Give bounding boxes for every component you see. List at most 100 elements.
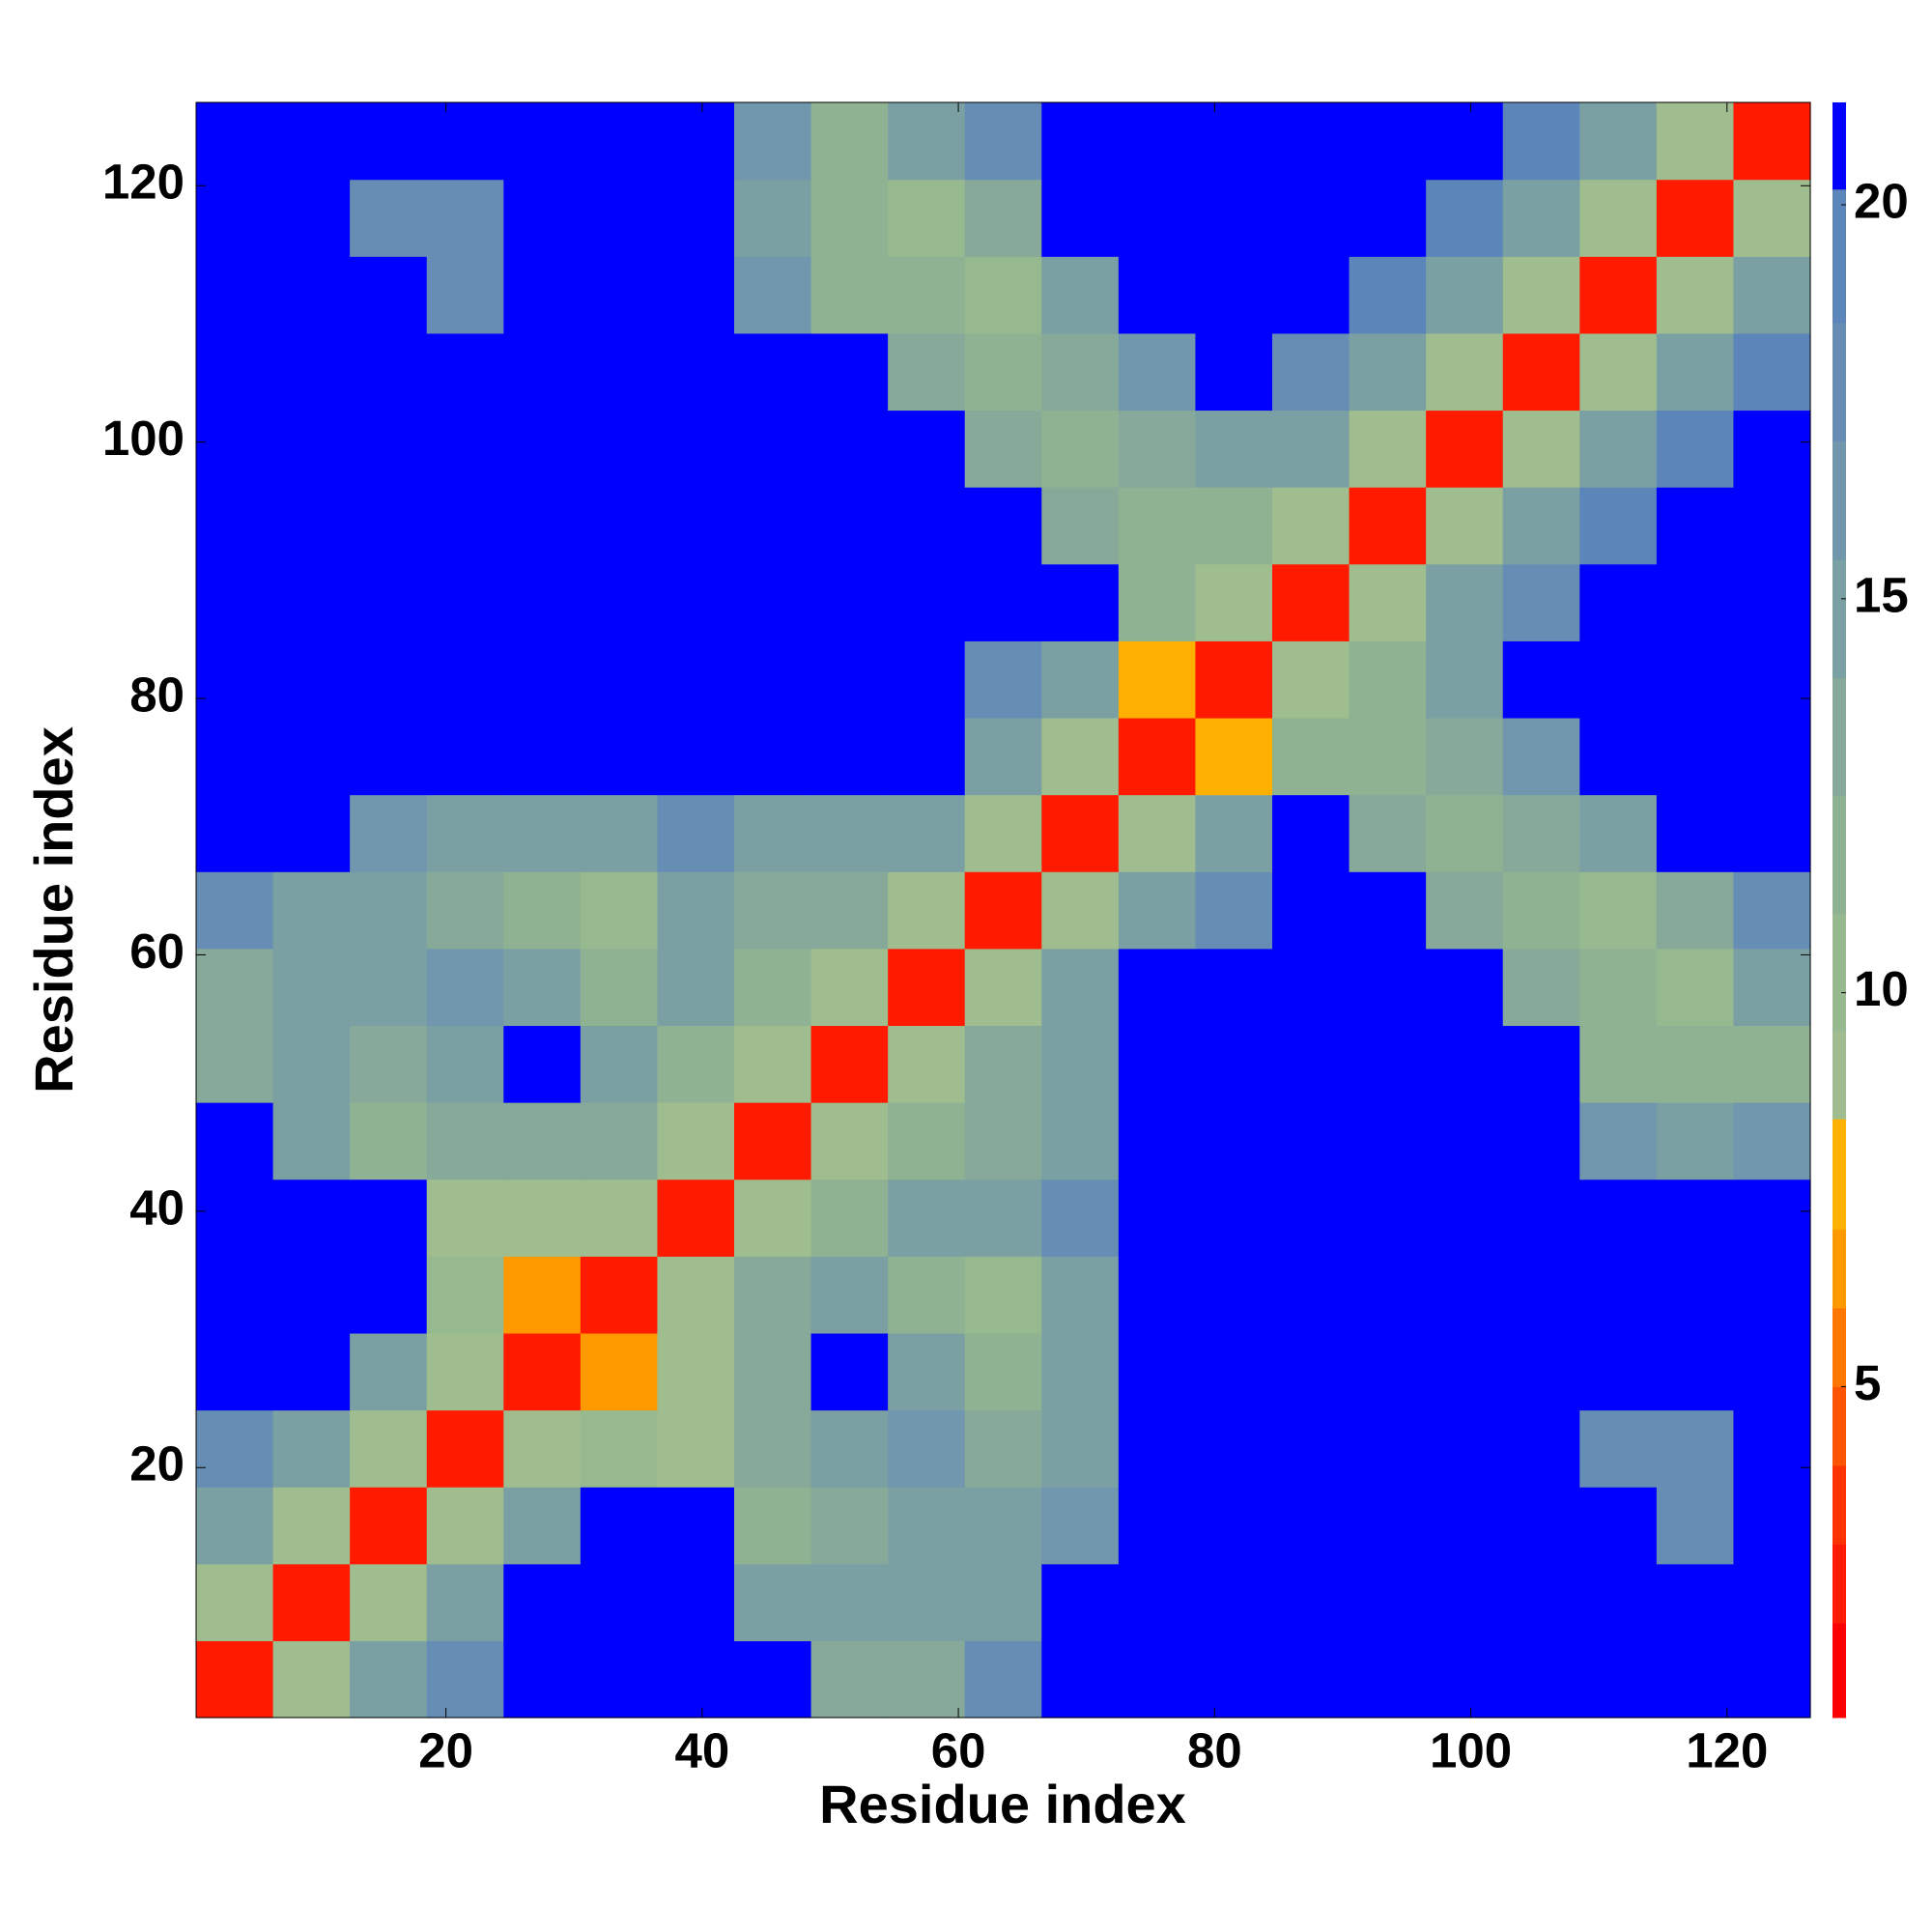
heatmap-cell xyxy=(1579,794,1658,872)
heatmap-cell xyxy=(503,1487,582,1565)
heatmap-cell xyxy=(734,1332,812,1411)
heatmap-cell xyxy=(810,717,889,796)
heatmap-cell xyxy=(1349,1487,1427,1565)
heatmap-cell xyxy=(1426,1332,1504,1411)
heatmap-cell xyxy=(350,1102,428,1180)
heatmap-cell xyxy=(350,794,428,872)
heatmap-cell xyxy=(1656,179,1735,257)
heatmap-cell xyxy=(1733,1179,1811,1257)
heatmap-cell xyxy=(426,1025,504,1103)
heatmap-cell xyxy=(657,179,735,257)
heatmap-cell xyxy=(810,1409,889,1488)
heatmap-cell xyxy=(1041,256,1120,334)
heatmap-cell xyxy=(657,1179,735,1257)
heatmap-cell xyxy=(580,332,659,412)
x-tick-label: 20 xyxy=(418,1722,473,1777)
heatmap-cell xyxy=(1349,102,1427,181)
heatmap-cell xyxy=(1502,1409,1580,1488)
heatmap-cell xyxy=(964,1025,1042,1103)
y-tick-label: 100 xyxy=(102,411,185,466)
heatmap-cell xyxy=(350,1487,428,1565)
heatmap-cell xyxy=(272,1256,351,1334)
heatmap-cell xyxy=(1426,487,1504,565)
heatmap-cell xyxy=(196,1179,274,1257)
heatmap-cell xyxy=(1118,102,1197,181)
heatmap-cell xyxy=(810,487,889,565)
heatmap-cell xyxy=(1118,1025,1197,1103)
heatmap-cell xyxy=(1733,1256,1811,1334)
heatmap-cell xyxy=(503,102,582,181)
heatmap-cell xyxy=(810,1025,889,1103)
heatmap-cell xyxy=(1195,410,1273,488)
heatmap-cell xyxy=(1118,1256,1197,1334)
heatmap-cell xyxy=(888,948,966,1027)
heatmap-cell xyxy=(734,871,812,950)
heatmap-cell xyxy=(1502,1179,1580,1257)
plot-frame xyxy=(195,101,1811,1719)
heatmap-cell xyxy=(1426,717,1504,796)
heatmap-cell xyxy=(503,1640,582,1719)
heatmap-cell xyxy=(196,179,274,257)
heatmap-cell xyxy=(1195,102,1273,181)
heatmap-cell xyxy=(888,717,966,796)
heatmap-cell xyxy=(580,563,659,641)
heatmap-cell xyxy=(1502,1487,1580,1565)
heatmap-cell xyxy=(734,410,812,488)
heatmap-cell xyxy=(1041,1487,1120,1565)
heatmap-cell xyxy=(1426,1025,1504,1103)
heatmap-cell xyxy=(888,1102,966,1180)
heatmap-cell xyxy=(1118,179,1197,257)
heatmap-cell xyxy=(1733,487,1811,565)
heatmap-cell xyxy=(503,256,582,334)
heatmap-cell xyxy=(1733,1487,1811,1565)
heatmap-cell xyxy=(657,1332,735,1411)
heatmap-cell xyxy=(196,563,274,641)
heatmap-cell xyxy=(734,1563,812,1641)
heatmap-cell xyxy=(1733,563,1811,641)
heatmap-cell xyxy=(1426,410,1504,488)
heatmap-cell xyxy=(1579,717,1658,796)
heatmap-cell xyxy=(1502,717,1580,796)
heatmap-cell xyxy=(1656,102,1735,181)
heatmap-cell xyxy=(503,1256,582,1334)
heatmap-cell xyxy=(1118,487,1197,565)
heatmap-cell xyxy=(196,1256,274,1334)
heatmap-cell xyxy=(196,102,274,181)
heatmap-cell xyxy=(580,1332,659,1411)
heatmap-cell xyxy=(350,487,428,565)
heatmap-cell xyxy=(734,256,812,334)
heatmap-cell xyxy=(1579,640,1658,719)
heatmap-cell xyxy=(1195,1179,1273,1257)
heatmap-cell xyxy=(1118,563,1197,641)
heatmap-cell xyxy=(1349,1563,1427,1641)
heatmap-cell xyxy=(1426,871,1504,950)
heatmap-cell xyxy=(196,794,274,872)
colorbar-segment xyxy=(1833,1229,1846,1309)
heatmap-cell xyxy=(1349,179,1427,257)
heatmap-cell xyxy=(350,1256,428,1334)
heatmap-cell xyxy=(1349,332,1427,412)
heatmap-cell xyxy=(580,1179,659,1257)
heatmap-cell xyxy=(1272,1179,1350,1257)
heatmap-cell xyxy=(272,563,351,641)
heatmap-cell xyxy=(1195,1563,1273,1641)
heatmap-cell xyxy=(350,948,428,1027)
heatmap-cell xyxy=(1733,948,1811,1027)
heatmap-cell xyxy=(1118,1179,1197,1257)
heatmap-cell xyxy=(1426,948,1504,1027)
heatmap-cell xyxy=(1502,332,1580,412)
heatmap-cell xyxy=(1579,410,1658,488)
colorbar-segment xyxy=(1833,1386,1846,1466)
colorbar-segment xyxy=(1833,795,1846,915)
heatmap-cell xyxy=(272,794,351,872)
heatmap-cell xyxy=(1118,1332,1197,1411)
heatmap-cell xyxy=(503,179,582,257)
heatmap-cell xyxy=(657,1025,735,1103)
heatmap-cell xyxy=(580,410,659,488)
heatmap-cell xyxy=(1426,1640,1504,1719)
heatmap-cell xyxy=(657,794,735,872)
y-tick-label: 120 xyxy=(102,155,185,210)
heatmap-cell xyxy=(964,640,1042,719)
heatmap-cell xyxy=(734,1179,812,1257)
heatmap-cell xyxy=(196,1409,274,1488)
